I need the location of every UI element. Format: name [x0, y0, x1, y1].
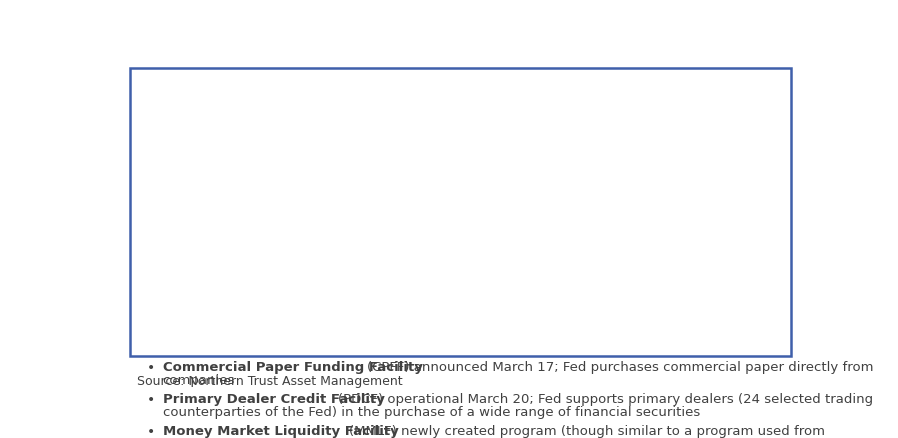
Text: (MMLF) newly created program (though similar to a program used from: (MMLF) newly created program (though sim… — [348, 425, 824, 438]
Text: companies: companies — [163, 374, 235, 387]
Text: (PDCF) operational March 20; Fed supports primary dealers (24 selected trading: (PDCF) operational March 20; Fed support… — [338, 393, 873, 406]
Text: Source: Northern Trust Asset Management: Source: Northern Trust Asset Management — [137, 374, 402, 388]
Text: •: • — [147, 393, 155, 407]
Text: Money Market Liquidity Facility: Money Market Liquidity Facility — [163, 425, 399, 438]
Text: •: • — [147, 361, 155, 375]
Text: counterparties of the Fed) in the purchase of a wide range of financial securiti: counterparties of the Fed) in the purcha… — [163, 406, 700, 419]
Text: Primary Dealer Credit Facility: Primary Dealer Credit Facility — [163, 393, 384, 406]
Text: •: • — [147, 425, 155, 438]
Text: Commercial Paper Funding Facility: Commercial Paper Funding Facility — [163, 361, 422, 374]
Text: (CPFF) announced March 17; Fed purchases commercial paper directly from: (CPFF) announced March 17; Fed purchases… — [367, 361, 874, 374]
FancyBboxPatch shape — [129, 68, 791, 356]
